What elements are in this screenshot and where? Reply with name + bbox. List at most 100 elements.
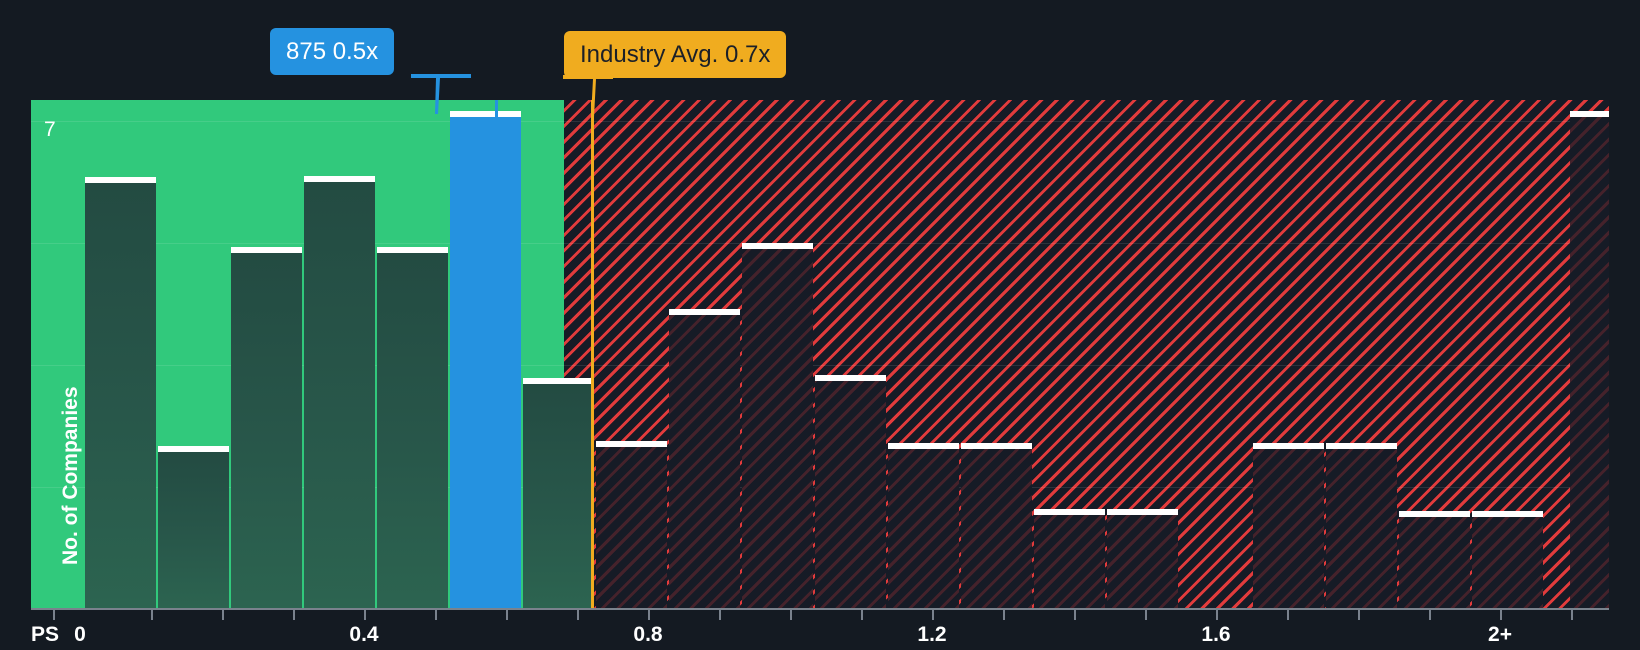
bar[interactable] — [85, 177, 156, 608]
bar-fill — [596, 447, 667, 608]
bar-cap — [231, 247, 302, 253]
bar-cap — [377, 247, 448, 253]
bar[interactable] — [596, 441, 667, 608]
x-axis-tick — [53, 610, 55, 620]
bar[interactable] — [377, 247, 448, 608]
bar-cap — [888, 443, 959, 449]
x-axis-tick — [1500, 610, 1502, 620]
bar-fill — [961, 449, 1032, 608]
bar-fill — [450, 117, 521, 608]
industry-average-tooltip[interactable]: Industry Avg. 0.7x — [563, 31, 787, 117]
bar[interactable] — [815, 375, 886, 608]
x-axis-tick — [1429, 610, 1431, 620]
bar-fill — [1034, 515, 1105, 608]
industry-average-tooltip-label: Industry Avg. 0.7x — [580, 41, 771, 68]
bar-fill — [669, 315, 740, 608]
company-tooltip[interactable]: 875 0.5x — [270, 28, 471, 114]
x-axis-tick — [790, 610, 792, 620]
x-axis-tick — [1074, 610, 1076, 620]
x-axis-tick-label-3: 1.2 — [917, 623, 947, 646]
bar-cap — [1570, 111, 1609, 117]
industry-average-marker-line — [591, 100, 594, 608]
bar-fill — [231, 253, 302, 608]
industry-average-tooltip-stem — [563, 75, 613, 117]
bar-fill — [815, 381, 886, 608]
bar-cap — [523, 378, 594, 384]
bar-fill — [377, 253, 448, 608]
bar[interactable] — [304, 176, 375, 608]
company-tooltip-stem — [411, 74, 471, 114]
x-axis-tick — [222, 610, 224, 620]
x-axis-line — [31, 608, 1609, 610]
x-axis-tick-label-4: 1.6 — [1201, 623, 1231, 646]
bar-cap — [1399, 511, 1470, 517]
bar-fill — [158, 452, 229, 608]
x-axis-tick — [1358, 610, 1360, 620]
company-tooltip-label: 875 0.5x — [286, 38, 379, 65]
bar[interactable] — [669, 309, 740, 608]
bar-fill — [304, 182, 375, 608]
x-axis-tick — [151, 610, 153, 620]
bar[interactable] — [158, 446, 229, 608]
x-axis-tick — [1571, 610, 1573, 620]
bar-cap — [815, 375, 886, 381]
bar-fill — [888, 449, 959, 608]
x-axis-tick-label-0: 0 — [74, 623, 86, 646]
x-axis-tick-label-1: 0.4 — [349, 623, 379, 646]
bar[interactable] — [1399, 511, 1470, 608]
bar-cap — [1107, 509, 1178, 515]
plot-area — [31, 100, 1609, 608]
bar[interactable] — [231, 247, 302, 608]
bar[interactable] — [742, 243, 813, 608]
y-max-label: 7 — [44, 118, 56, 141]
bar-cap — [1253, 443, 1324, 449]
x-axis-prefix-label: PS — [31, 623, 60, 646]
bar-fill — [1253, 449, 1324, 608]
x-axis-tick — [719, 610, 721, 620]
x-axis-tick — [364, 610, 366, 620]
bar-fill — [523, 384, 594, 608]
bar-cap — [304, 176, 375, 182]
y-axis-label: No. of Companies — [59, 386, 82, 565]
x-axis-tick — [293, 610, 295, 620]
bar[interactable] — [1107, 509, 1178, 608]
bar-cap — [85, 177, 156, 183]
x-axis-tick-label-5: 2+ — [1488, 623, 1512, 646]
x-axis-tick — [506, 610, 508, 620]
bar-highlighted[interactable] — [450, 111, 521, 608]
x-axis-tick — [932, 610, 934, 620]
bar[interactable] — [961, 443, 1032, 608]
bar-cap — [742, 243, 813, 249]
bar-fill — [1399, 517, 1470, 608]
x-axis-tick — [435, 610, 437, 620]
bar-cap — [450, 111, 521, 117]
bar[interactable] — [1472, 511, 1543, 608]
bar[interactable] — [1253, 443, 1324, 608]
bar-fill — [1326, 449, 1397, 608]
bar-cap — [158, 446, 229, 452]
bar-fill — [1570, 117, 1609, 608]
bar-fill — [1472, 517, 1543, 608]
x-axis-tick — [1145, 610, 1147, 620]
bar-fill — [85, 183, 156, 608]
bar-cap — [1472, 511, 1543, 517]
bar[interactable] — [1326, 443, 1397, 608]
bar[interactable] — [1034, 509, 1105, 608]
bar[interactable] — [523, 378, 594, 608]
bar-cap — [1034, 509, 1105, 515]
bar[interactable] — [1570, 111, 1609, 608]
company-marker-line — [495, 100, 498, 608]
x-axis-tick — [1003, 610, 1005, 620]
x-axis-tick — [861, 610, 863, 620]
x-axis-tick — [577, 610, 579, 620]
bar-fill — [1107, 515, 1178, 608]
bar-cap — [596, 441, 667, 447]
bar-cap — [1326, 443, 1397, 449]
bar[interactable] — [888, 443, 959, 608]
bar-fill — [742, 249, 813, 608]
gridline — [31, 365, 1609, 366]
x-axis-tick — [1216, 610, 1218, 620]
bar-cap — [961, 443, 1032, 449]
x-axis-tick-label-2: 0.8 — [633, 623, 663, 646]
